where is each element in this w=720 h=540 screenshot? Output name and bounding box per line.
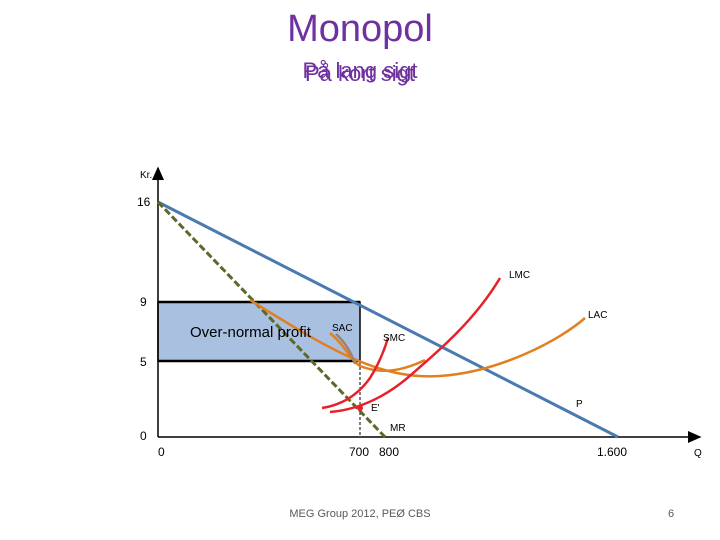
lmc-curve	[329, 277, 502, 414]
x-tick-700: 700	[349, 445, 369, 459]
page-number: 6	[668, 508, 675, 520]
lmc-label: LMC	[509, 270, 530, 281]
demand-curve	[157, 200, 619, 439]
smc-curve	[321, 337, 390, 410]
sac-curve	[329, 332, 426, 372]
sac-short-segment	[335, 333, 357, 365]
x-tick-0: 0	[158, 445, 165, 459]
smc-label: SMC	[383, 333, 405, 344]
mr-label: MR	[390, 423, 406, 434]
over-normal-profit-label: Over-normal profit	[190, 324, 312, 341]
y-tick-0: 0	[140, 429, 147, 443]
e-prime-label: E'	[371, 403, 380, 414]
lac-label: LAC	[588, 310, 607, 321]
y-tick-5: 5	[140, 355, 147, 369]
p-label: P	[576, 399, 583, 410]
footer-text: MEG Group 2012, PEØ CBS	[289, 508, 431, 520]
mr-curve	[156, 200, 387, 439]
lac-curve	[249, 298, 586, 378]
x-tick-1600: 1.600	[597, 445, 627, 459]
subtitle-short-run: På kort sigt	[304, 61, 416, 86]
y-tick-9: 9	[140, 295, 147, 309]
slide-title: Monopol	[287, 8, 433, 50]
x-axis-label: Q	[694, 448, 702, 459]
y-tick-16: 16	[137, 195, 151, 209]
equilibrium-point	[357, 405, 363, 411]
subtitle-long-run: På lang sigt	[302, 58, 418, 83]
y-axis-label: Kr.	[140, 170, 152, 181]
profit-area	[157, 301, 361, 362]
sac-label: SAC	[332, 323, 353, 334]
x-tick-800: 800	[379, 445, 399, 459]
